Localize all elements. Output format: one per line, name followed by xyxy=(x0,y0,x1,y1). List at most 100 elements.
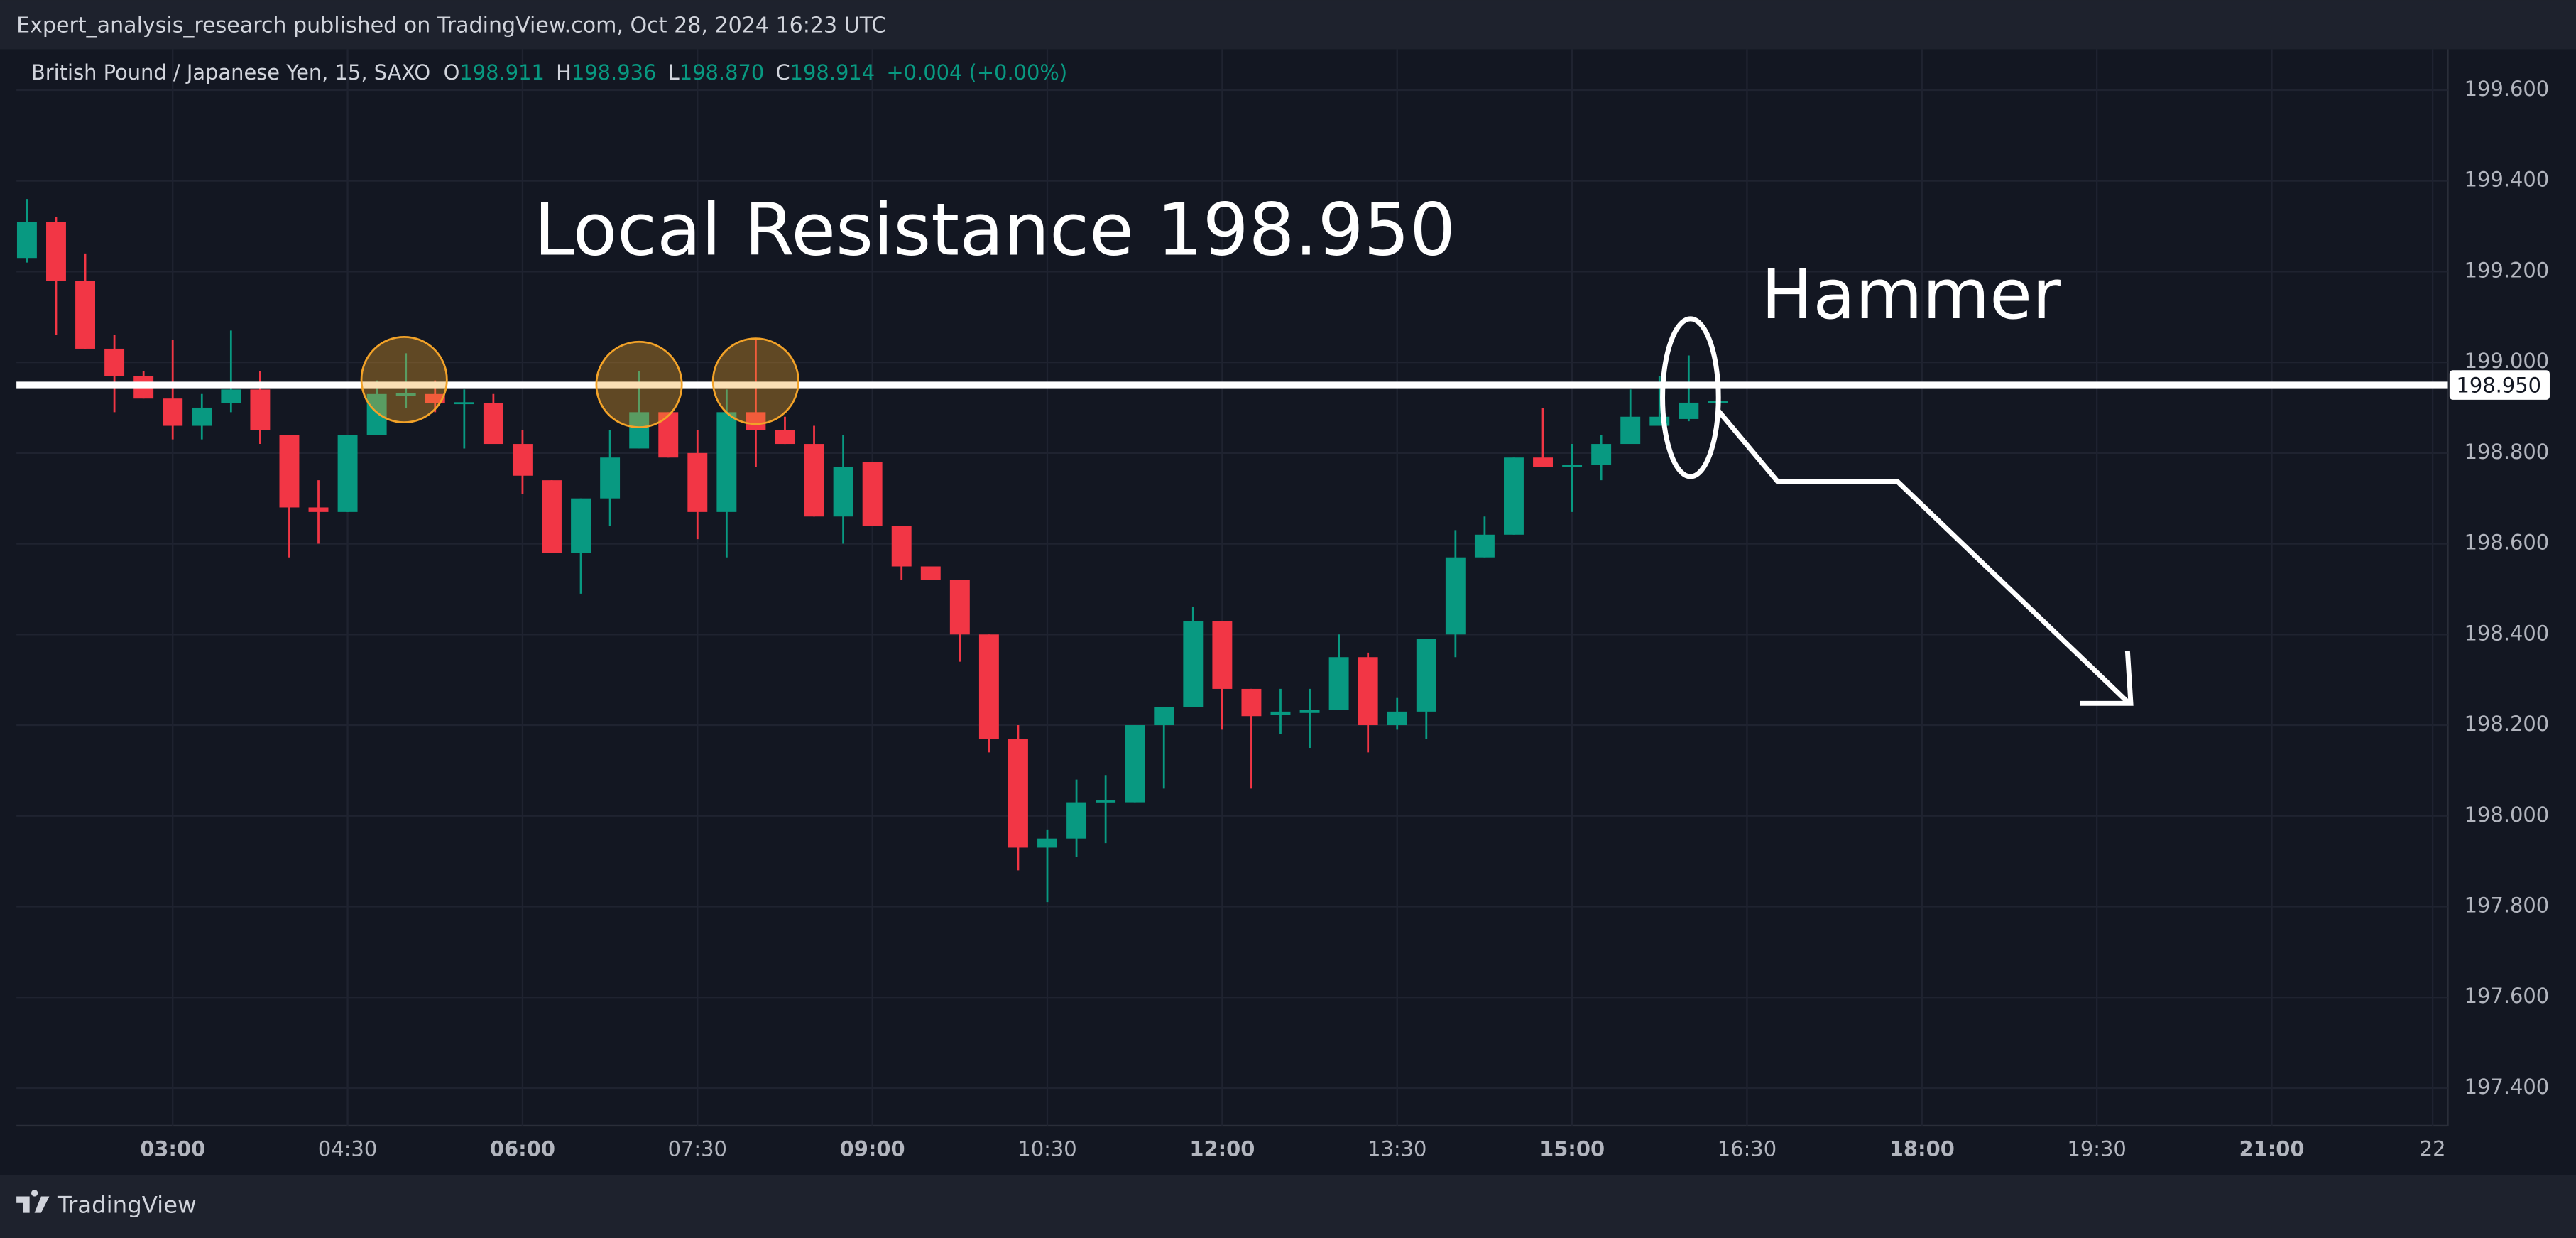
candle-body xyxy=(1066,802,1087,839)
x-tick-label: 07:30 xyxy=(668,1137,727,1161)
candle-body xyxy=(716,412,737,512)
x-tick-label: 10:30 xyxy=(1017,1137,1076,1161)
ohlc-value: 198.911 xyxy=(459,60,545,85)
y-tick-label: 198.400 xyxy=(2465,621,2550,645)
candle-body xyxy=(1445,557,1466,635)
candle-body xyxy=(250,389,271,430)
candle-body xyxy=(366,393,387,435)
ohlc-value: 198.936 xyxy=(572,60,657,85)
y-tick-label: 197.600 xyxy=(2465,984,2550,1008)
candle-body xyxy=(1679,402,1699,419)
ohlc-key: H xyxy=(556,60,572,85)
candle-body xyxy=(1387,711,1407,726)
top-bar xyxy=(0,0,2576,50)
candle-body xyxy=(192,407,212,426)
candles xyxy=(16,199,1728,903)
price-label: 198.950 xyxy=(2456,373,2541,397)
drawings xyxy=(360,316,2134,706)
x-tick-label: 13:30 xyxy=(1368,1137,1426,1161)
ohlc-key: L xyxy=(668,60,680,85)
y-tick-label: 198.800 xyxy=(2465,440,2550,464)
ohlc-value: 198.870 xyxy=(680,60,765,85)
candle-body xyxy=(1474,534,1495,558)
x-tick-label: 12:00 xyxy=(1189,1137,1255,1161)
candle-body xyxy=(1620,416,1641,445)
y-tick-label: 199.200 xyxy=(2465,258,2550,282)
candle-body xyxy=(746,412,766,430)
candle-body xyxy=(1270,711,1291,715)
candle-body xyxy=(16,222,37,259)
hammer-ellipse xyxy=(1660,316,1721,479)
x-tick-label: 15:00 xyxy=(1539,1137,1605,1161)
candle-body xyxy=(1125,725,1145,803)
y-tick-label: 198.600 xyxy=(2465,531,2550,555)
highlight-circle xyxy=(711,337,799,425)
annotation: Hammer xyxy=(1761,254,2061,335)
candle-body xyxy=(1008,739,1028,848)
candle-body xyxy=(949,580,970,635)
brand: TradingView xyxy=(57,1191,197,1218)
highlight-circle xyxy=(595,340,683,428)
y-tick-label: 199.000 xyxy=(2465,349,2550,373)
x-tick-label: 18:00 xyxy=(1889,1137,1955,1161)
change: +0.004 (+0.00%) xyxy=(886,60,1067,85)
annotation: Local Resistance 198.950 xyxy=(534,189,1456,273)
arrow xyxy=(1716,409,2132,705)
candle-body xyxy=(1212,621,1233,689)
symbol: British Pound / Japanese Yen, 15, SAXO xyxy=(31,60,430,85)
y-tick-label: 199.600 xyxy=(2465,77,2550,101)
y-tick-label: 198.200 xyxy=(2465,712,2550,736)
candle-body xyxy=(163,398,183,426)
arrow-head xyxy=(2080,651,2134,706)
x-tick-label: 09:00 xyxy=(840,1137,905,1161)
tv-logo xyxy=(16,1190,50,1213)
candle-body xyxy=(804,444,824,517)
candle-body xyxy=(1037,838,1057,848)
candle-body xyxy=(75,281,95,349)
candle-body xyxy=(862,462,883,526)
candle-body xyxy=(629,412,650,449)
candle-body xyxy=(279,435,300,508)
footer-bar xyxy=(0,1175,2576,1238)
x-tick-label: 04:30 xyxy=(318,1137,377,1161)
candle-body xyxy=(1328,657,1349,710)
candle-body xyxy=(425,393,445,403)
candle-body xyxy=(1299,710,1320,713)
candle-body xyxy=(1562,465,1583,467)
logo-mark xyxy=(16,1190,50,1213)
y-tick-label: 197.800 xyxy=(2465,893,2550,917)
price-label-box xyxy=(2449,370,2550,400)
published-note: Expert_analysis_research published on Tr… xyxy=(16,13,886,38)
y-tick-label: 199.400 xyxy=(2465,168,2550,192)
candle-body xyxy=(542,480,562,553)
candle-body xyxy=(308,507,329,512)
ohlc-value: 198.914 xyxy=(790,60,875,85)
x-tick-label: 16:30 xyxy=(1718,1137,1777,1161)
y-tick-label: 198.000 xyxy=(2465,803,2550,827)
x-tick-label: 22 xyxy=(2420,1137,2446,1161)
candle-body xyxy=(891,526,912,567)
candle-body xyxy=(1358,657,1378,726)
candle-body xyxy=(600,457,621,499)
candle-body xyxy=(395,393,416,396)
candle-body xyxy=(46,222,66,281)
candle-body xyxy=(104,348,125,376)
candle-body xyxy=(775,430,795,445)
candle-body xyxy=(1533,457,1553,467)
ohlc-key: O xyxy=(444,60,460,85)
candle-body xyxy=(1183,621,1204,707)
x-tick-label: 03:00 xyxy=(140,1137,205,1161)
highlight-circle xyxy=(360,335,448,424)
x-tick-label: 06:00 xyxy=(490,1137,555,1161)
candle-body xyxy=(1591,444,1612,465)
candle-body xyxy=(483,403,503,445)
candle-body xyxy=(687,452,708,512)
candle-body xyxy=(1154,707,1174,726)
x-tick-label: 21:00 xyxy=(2239,1137,2305,1161)
candle-body xyxy=(1096,800,1116,803)
y-tick-label: 197.400 xyxy=(2465,1075,2550,1099)
candle-body xyxy=(221,389,241,403)
candle-body xyxy=(1504,457,1524,535)
